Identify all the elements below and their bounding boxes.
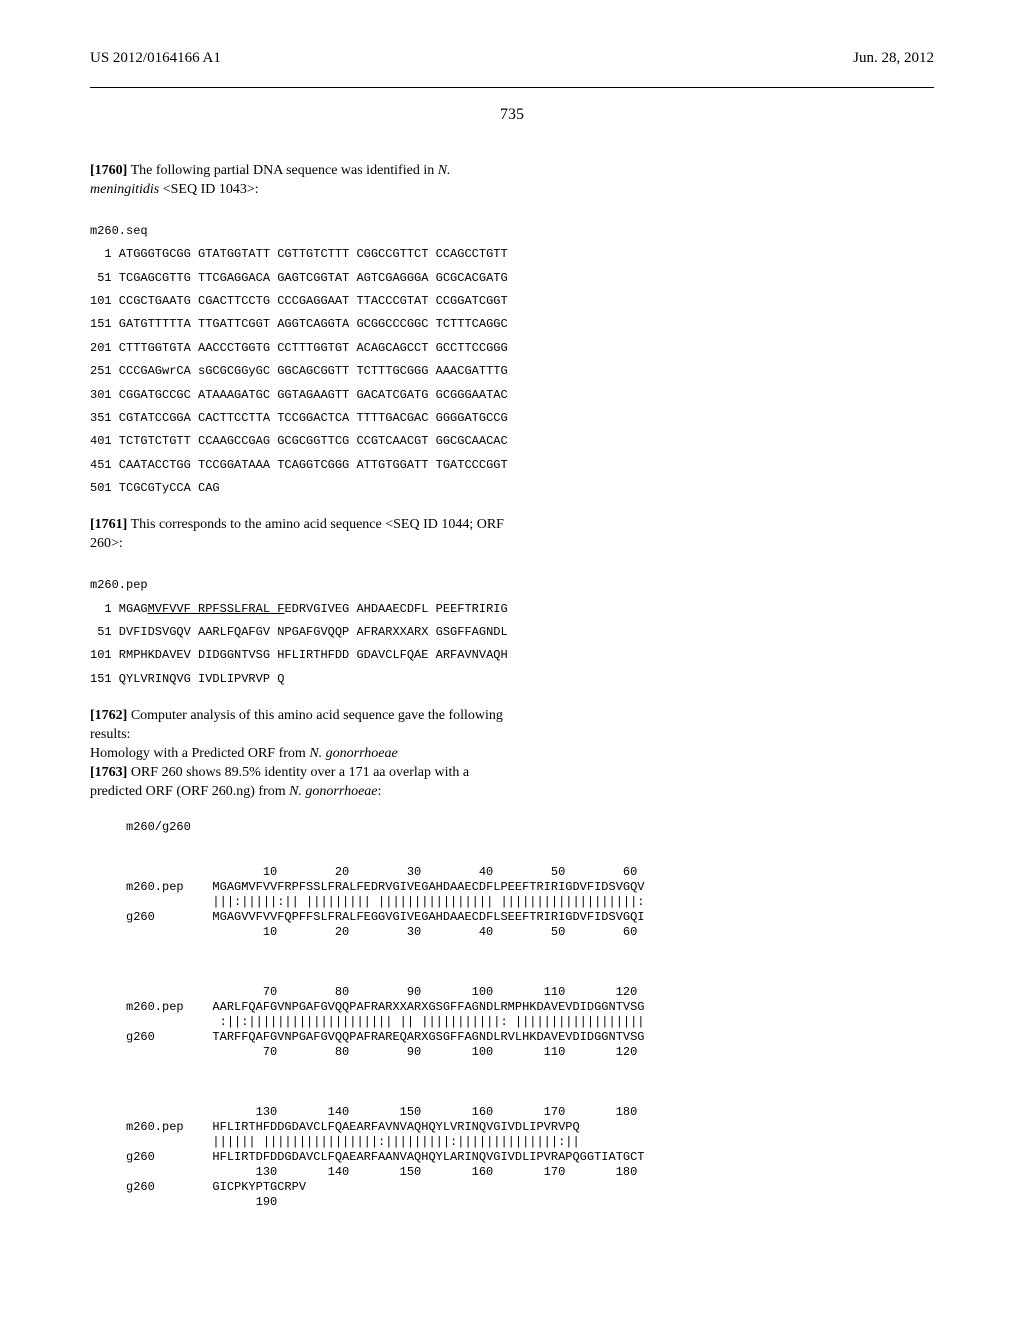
g-label: g260 xyxy=(126,1150,155,1164)
g-label: g260 xyxy=(126,1030,155,1044)
seq-line: 51 TCGAGCGTTG TTCGAGGACA GAGTCGGTAT AGTC… xyxy=(90,271,508,285)
homology-line: Homology with a Predicted ORF from xyxy=(90,746,309,761)
m-seq: HFLIRTHFDDGDAVCLFQAEARFAVNVAQHQYLVRINQVG… xyxy=(212,1120,579,1134)
seq-label: m260.pep xyxy=(90,578,148,592)
para-num: [1760] xyxy=(90,163,127,178)
paragraph-1760: [1760] The following partial DNA sequenc… xyxy=(90,162,520,200)
pep-prefix: 1 MGAG xyxy=(90,602,148,616)
header-rule xyxy=(90,87,934,88)
ruler: 10 20 30 40 50 60 xyxy=(126,925,637,939)
m-seq: AARLFQAFGVNPGAFGVQQPAFRARXXARXGSGFFAGNDL… xyxy=(212,1000,644,1014)
seq-line: 301 CGGATGCCGC ATAAAGATGC GGTAGAAGTT GAC… xyxy=(90,388,508,402)
pep-line: 51 DVFIDSVGQV AARLFQAFGV NPGAFGVQQP AFRA… xyxy=(90,625,508,639)
seq-line: 1 ATGGGTGCGG GTATGGTATT CGTTGTCTTT CGGCC… xyxy=(90,247,508,261)
publication-date: Jun. 28, 2012 xyxy=(853,50,934,67)
pep-line: 151 QYLVRINQVG IVDLIPVRVP Q xyxy=(90,672,284,686)
para-text-after: <SEQ ID 1043>: xyxy=(159,182,258,197)
para-text: Computer analysis of this amino acid seq… xyxy=(90,708,503,742)
ruler: 130 140 150 160 170 180 xyxy=(126,1105,637,1119)
organism: N. gonorrhoeae xyxy=(289,784,377,799)
seq-line: 201 CTTTGGTGTA AACCCTGGTG CCTTTGGTGT ACA… xyxy=(90,341,508,355)
g-seq: TARFFQAFGVNPGAFGVQQPAFRAREQARXGSGFFAGNDL… xyxy=(212,1030,644,1044)
para-text: ORF 260 shows 89.5% identity over a 171 … xyxy=(90,765,469,799)
seq-line: 351 CGTATCCGGA CACTTCCTTA TCCGGACTCA TTT… xyxy=(90,411,508,425)
g-seq-2: GICPKYPTGCRPV xyxy=(212,1180,306,1194)
m-label: m260.pep xyxy=(126,1000,184,1014)
publication-number: US 2012/0164166 A1 xyxy=(90,50,221,67)
seq-line: 101 CCGCTGAATG CGACTTCCTG CCCGAGGAAT TTA… xyxy=(90,294,508,308)
pep-rest: EDRVGIVEG AHDAAECDFL PEEFTRIRIG xyxy=(284,602,507,616)
g-label: g260 xyxy=(126,910,155,924)
page-number: 735 xyxy=(90,106,934,124)
para-text-after: : xyxy=(378,784,382,799)
seq-line: 251 CCCGAGwrCA sGCGCGGyGC GGCAGCGGTT TCT… xyxy=(90,364,508,378)
ruler: 130 140 150 160 170 180 xyxy=(126,1165,637,1179)
ruler: 70 80 90 100 110 120 xyxy=(126,1045,637,1059)
para-num: [1762] xyxy=(90,708,127,723)
ruler: 70 80 90 100 110 120 xyxy=(126,985,637,999)
match-line: :||:|||||||||||||||||||| || |||||||||||:… xyxy=(212,1015,644,1029)
seq-line: 501 TCGCGTyCCA CAG xyxy=(90,481,220,495)
g-label: g260 xyxy=(126,1180,155,1194)
para-num: [1761] xyxy=(90,517,127,532)
paragraph-1761: [1761] This corresponds to the amino aci… xyxy=(90,516,520,554)
paragraph-1763: [1763] ORF 260 shows 89.5% identity over… xyxy=(90,764,520,802)
ruler: 10 20 30 40 50 60 xyxy=(126,865,637,879)
para-num: [1763] xyxy=(90,765,127,780)
g-seq: HFLIRTDFDDGDAVCLFQAEARFAANVAQHQYLARINQVG… xyxy=(212,1150,644,1164)
g-seq: MGAGVVFVVFQPFFSLFRALFEGGVGIVEGAHDAAECDFL… xyxy=(212,910,644,924)
alignment-title: m260/g260 xyxy=(126,820,191,834)
m-label: m260.pep xyxy=(126,880,184,894)
seq-label: m260.seq xyxy=(90,224,148,238)
para-text: This corresponds to the amino acid seque… xyxy=(90,517,504,551)
pep-line-1: 1 MGAGMVFVVF RPFSSLFRAL FEDRVGIVEG AHDAA… xyxy=(90,602,508,616)
match-line: |||||| ||||||||||||||||:|||||||||:||||||… xyxy=(212,1135,579,1149)
ruler: 190 xyxy=(126,1195,277,1209)
pep-underlined: MVFVVF RPFSSLFRAL F xyxy=(148,602,285,616)
pep-line: 101 RMPHKDAVEV DIDGGNTVSG HFLIRTHFDD GDA… xyxy=(90,648,508,662)
peptide-sequence-block: m260.pep 1 MGAGMVFVVF RPFSSLFRAL FEDRVGI… xyxy=(90,574,934,691)
m-seq: MGAGMVFVVFRPFSSLFRALFEDRVGIVEGAHDAAECDFL… xyxy=(212,880,644,894)
organism: N. gonorrhoeae xyxy=(309,746,397,761)
match-line: |||:|||||:|| ||||||||| |||||||||||||||| … xyxy=(212,895,644,909)
seq-line: 451 CAATACCTGG TCCGGATAAA TCAGGTCGGG ATT… xyxy=(90,458,508,472)
para-text: The following partial DNA sequence was i… xyxy=(127,163,437,178)
m-label: m260.pep xyxy=(126,1120,184,1134)
dna-sequence-block: m260.seq 1 ATGGGTGCGG GTATGGTATT CGTTGTC… xyxy=(90,220,934,501)
seq-line: 401 TCTGTCTGTT CCAAGCCGAG GCGCGGTTCG CCG… xyxy=(90,434,508,448)
alignment-block: m260/g260 10 20 30 40 50 60 m260.pep MGA… xyxy=(126,820,934,1210)
seq-line: 151 GATGTTTTTA TTGATTCGGT AGGTCAGGTA GCG… xyxy=(90,317,508,331)
paragraph-1762: [1762] Computer analysis of this amino a… xyxy=(90,707,520,764)
patent-header: US 2012/0164166 A1 Jun. 28, 2012 xyxy=(90,50,934,67)
